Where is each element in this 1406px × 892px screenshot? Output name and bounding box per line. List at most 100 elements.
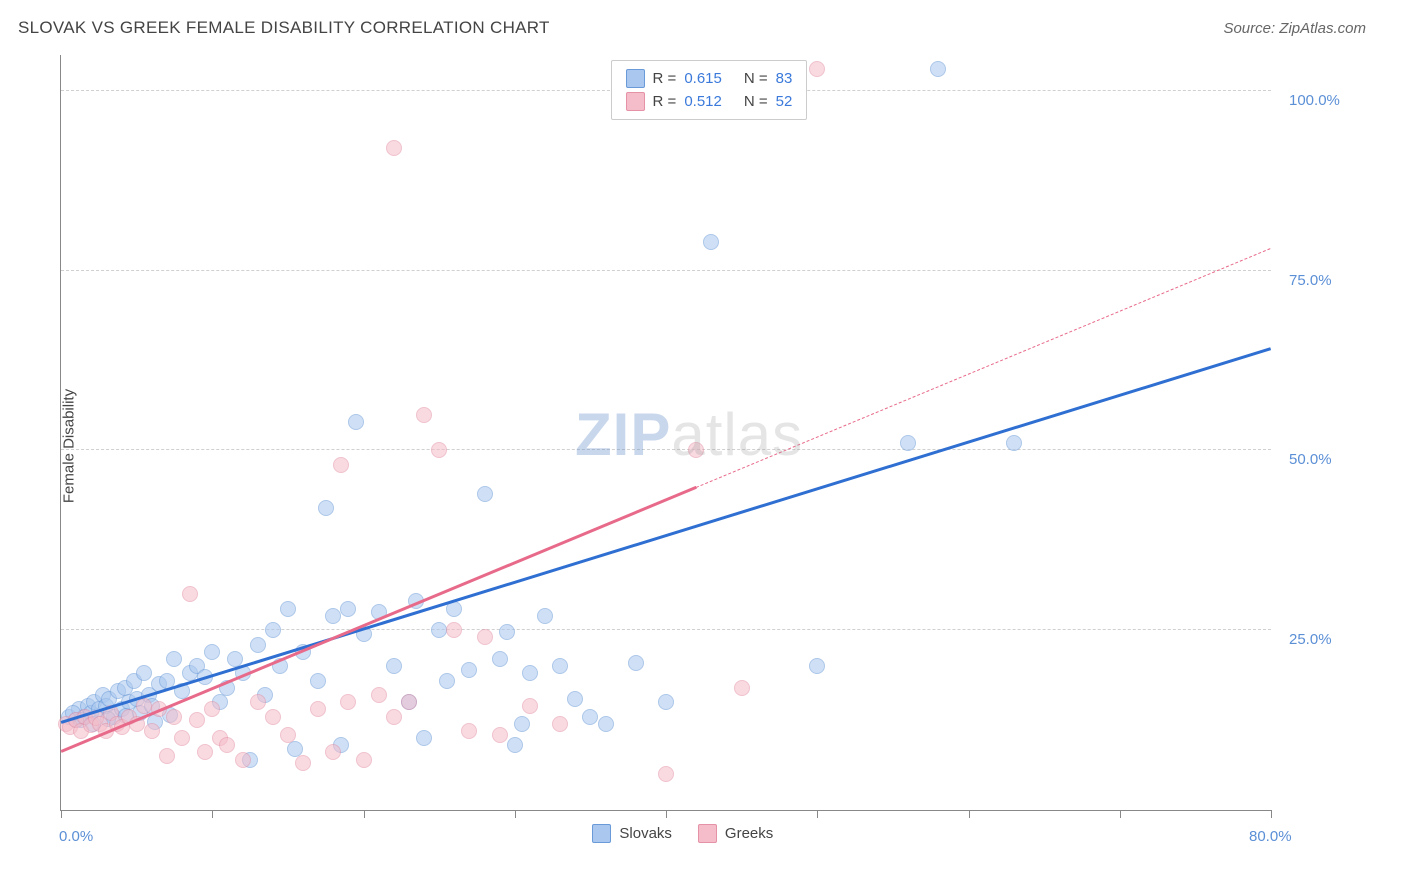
scatter-point [348,414,364,430]
legend-n-label: N = [744,70,768,87]
scatter-point [492,727,508,743]
scatter-point [416,730,432,746]
scatter-point [386,140,402,156]
scatter-point [1006,435,1022,451]
scatter-point [189,712,205,728]
legend-r-label: R = [653,70,677,87]
scatter-point [431,442,447,458]
gridline [61,629,1271,630]
scatter-point [280,727,296,743]
scatter-point [431,622,447,638]
scatter-point [310,673,326,689]
scatter-point [900,435,916,451]
x-tick [364,810,365,818]
scatter-point [439,673,455,689]
scatter-point [492,651,508,667]
scatter-point [809,658,825,674]
x-tick [212,810,213,818]
scatter-point [265,622,281,638]
scatter-point [809,61,825,77]
scatter-point [507,737,523,753]
scatter-point [204,644,220,660]
x-tick [1271,810,1272,818]
x-tick [61,810,62,818]
legend-swatch [592,824,611,843]
scatter-point [628,655,644,671]
scatter-point [235,752,251,768]
scatter-point [219,737,235,753]
scatter-point [159,748,175,764]
legend-n-label: N = [744,93,768,110]
scatter-point [688,442,704,458]
x-tick-label: 0.0% [59,828,93,845]
plot-area: 25.0%50.0%75.0%100.0%0.0%80.0% [60,55,1271,811]
legend-n-value: 83 [776,70,793,87]
legend-n-value: 52 [776,93,793,110]
legend-row: R = 0.615 N = 83 [626,67,793,90]
x-tick [515,810,516,818]
scatter-point [582,709,598,725]
gridline [61,270,1271,271]
y-tick-label: 50.0% [1289,451,1332,468]
x-tick [666,810,667,818]
scatter-point [461,662,477,678]
scatter-point [204,701,220,717]
scatter-point [318,500,334,516]
legend-r-value: 0.512 [684,93,722,110]
legend-swatch [698,824,717,843]
scatter-point [658,694,674,710]
x-tick [1120,810,1121,818]
scatter-point [537,608,553,624]
scatter-point [386,709,402,725]
trend-line-extrapolated [696,248,1271,488]
scatter-point [567,691,583,707]
scatter-point [461,723,477,739]
scatter-point [930,61,946,77]
scatter-point [552,716,568,732]
scatter-point [325,608,341,624]
scatter-point [250,637,266,653]
scatter-point [174,730,190,746]
scatter-point [598,716,614,732]
scatter-point [386,658,402,674]
scatter-point [144,723,160,739]
x-tick-label: 80.0% [1249,828,1292,845]
x-tick [969,810,970,818]
gridline [61,449,1271,450]
legend-r-label: R = [653,93,677,110]
scatter-point [250,694,266,710]
scatter-point [416,407,432,423]
scatter-point [477,629,493,645]
scatter-point [658,766,674,782]
scatter-point [499,624,515,640]
y-tick-label: 100.0% [1289,92,1340,109]
trend-line [61,486,697,753]
scatter-point [522,698,538,714]
scatter-point [446,622,462,638]
legend-series-label: Greeks [725,825,773,842]
legend-series-label: Slovaks [619,825,672,842]
scatter-point [310,701,326,717]
scatter-point [703,234,719,250]
scatter-point [295,755,311,771]
scatter-point [340,694,356,710]
correlation-legend: R = 0.615 N = 83 R = 0.512 N = 52 [611,60,808,120]
scatter-point [333,457,349,473]
scatter-point [325,744,341,760]
scatter-point [197,744,213,760]
legend-swatch [626,69,645,88]
scatter-point [280,601,296,617]
trend-line [61,347,1272,723]
scatter-point [182,586,198,602]
chart-title: SLOVAK VS GREEK FEMALE DISABILITY CORREL… [18,18,550,38]
scatter-point [734,680,750,696]
scatter-point [136,698,152,714]
scatter-point [136,665,152,681]
legend-swatch [626,92,645,111]
scatter-point [356,752,372,768]
y-tick-label: 25.0% [1289,631,1332,648]
scatter-point [166,709,182,725]
series-legend: Slovaks Greeks [592,824,791,843]
scatter-point [552,658,568,674]
legend-r-value: 0.615 [684,70,722,87]
